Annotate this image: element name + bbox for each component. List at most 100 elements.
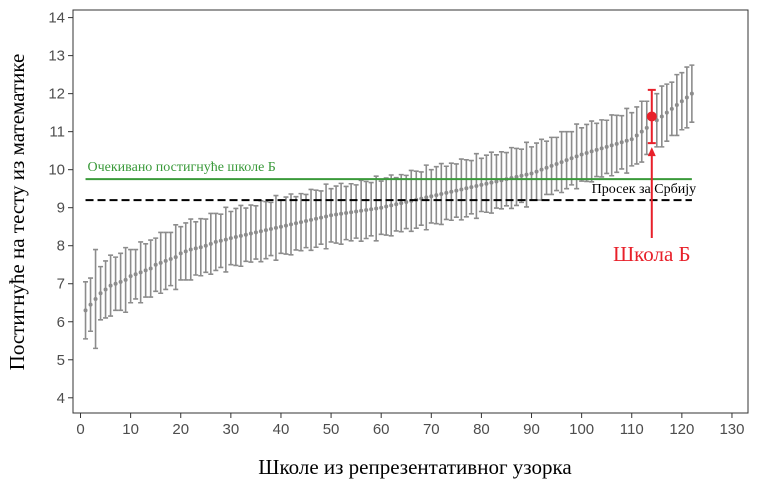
x-tick-label: 30 xyxy=(223,421,240,438)
point xyxy=(374,206,379,211)
point xyxy=(599,146,604,151)
point xyxy=(339,211,344,216)
point xyxy=(569,156,574,161)
point xyxy=(314,216,319,221)
point xyxy=(344,211,349,216)
x-tick-label: 110 xyxy=(620,421,644,438)
point xyxy=(288,222,293,227)
point xyxy=(384,204,389,209)
point xyxy=(238,233,243,238)
point xyxy=(464,186,469,191)
reference-label: Очекивано постигнуће школе Б xyxy=(88,160,276,175)
point xyxy=(178,251,183,256)
y-tick-label: 14 xyxy=(48,10,65,27)
x-tick-label: 20 xyxy=(172,421,189,438)
point xyxy=(304,219,309,224)
x-tick-label: 10 xyxy=(122,421,139,438)
plot-frame xyxy=(72,9,749,414)
point xyxy=(208,241,213,246)
point xyxy=(283,223,288,228)
point xyxy=(589,149,594,154)
point xyxy=(138,270,143,275)
x-tick-label: 120 xyxy=(669,421,694,438)
point xyxy=(113,281,118,286)
point xyxy=(83,308,88,313)
point xyxy=(394,202,399,207)
point xyxy=(459,187,464,192)
point xyxy=(494,179,499,184)
point xyxy=(469,185,474,190)
point xyxy=(168,257,173,262)
point xyxy=(544,165,549,170)
point xyxy=(679,99,684,104)
point xyxy=(564,158,569,163)
point xyxy=(519,173,524,178)
point xyxy=(529,171,534,176)
point xyxy=(609,143,614,148)
point xyxy=(218,238,223,243)
point xyxy=(103,287,108,292)
point xyxy=(268,226,273,231)
point xyxy=(489,180,494,185)
point xyxy=(153,262,158,267)
point xyxy=(128,274,133,279)
point xyxy=(584,150,589,155)
point xyxy=(634,133,639,138)
point xyxy=(574,154,579,159)
point xyxy=(444,190,449,195)
x-axis-title: Школе из репрезентативног узорка xyxy=(258,455,572,479)
point xyxy=(248,231,253,236)
point xyxy=(173,255,178,260)
point xyxy=(674,103,679,108)
point xyxy=(484,181,489,186)
point xyxy=(263,228,268,233)
point xyxy=(594,147,599,152)
x-tick-label: 50 xyxy=(323,421,340,438)
point xyxy=(183,249,188,254)
point xyxy=(539,167,544,172)
point xyxy=(664,110,669,115)
point xyxy=(228,236,233,241)
point xyxy=(434,193,439,198)
x-tick-label: 130 xyxy=(719,421,744,438)
point xyxy=(604,144,609,149)
point xyxy=(334,212,339,217)
point xyxy=(108,283,113,288)
y-tick-label: 11 xyxy=(49,124,65,141)
point xyxy=(324,214,329,219)
point xyxy=(479,182,484,187)
point xyxy=(213,239,218,244)
point xyxy=(98,291,103,296)
point xyxy=(559,160,564,165)
highlight-label: Школа Б xyxy=(613,242,691,266)
y-tick-label: 5 xyxy=(57,352,65,369)
point xyxy=(364,207,369,212)
y-tick-label: 13 xyxy=(48,48,65,65)
y-tick-label: 9 xyxy=(57,200,65,217)
point xyxy=(579,152,584,157)
point xyxy=(253,230,258,235)
x-tick-label: 70 xyxy=(423,421,440,438)
x-tick-label: 60 xyxy=(373,421,390,438)
point xyxy=(88,302,93,307)
point xyxy=(684,95,689,100)
point xyxy=(258,229,263,234)
point xyxy=(424,195,429,200)
y-tick-label: 6 xyxy=(57,314,65,331)
y-tick-label: 4 xyxy=(57,390,65,407)
point xyxy=(329,213,334,218)
y-tick-label: 12 xyxy=(48,86,65,103)
point xyxy=(639,129,644,134)
point xyxy=(193,246,198,251)
point xyxy=(689,91,694,96)
point xyxy=(629,137,634,142)
point xyxy=(143,268,148,273)
point xyxy=(399,201,404,206)
point xyxy=(534,169,539,174)
point xyxy=(278,224,283,229)
point xyxy=(439,192,444,197)
y-tick-label: 8 xyxy=(57,238,65,255)
point xyxy=(454,188,459,193)
